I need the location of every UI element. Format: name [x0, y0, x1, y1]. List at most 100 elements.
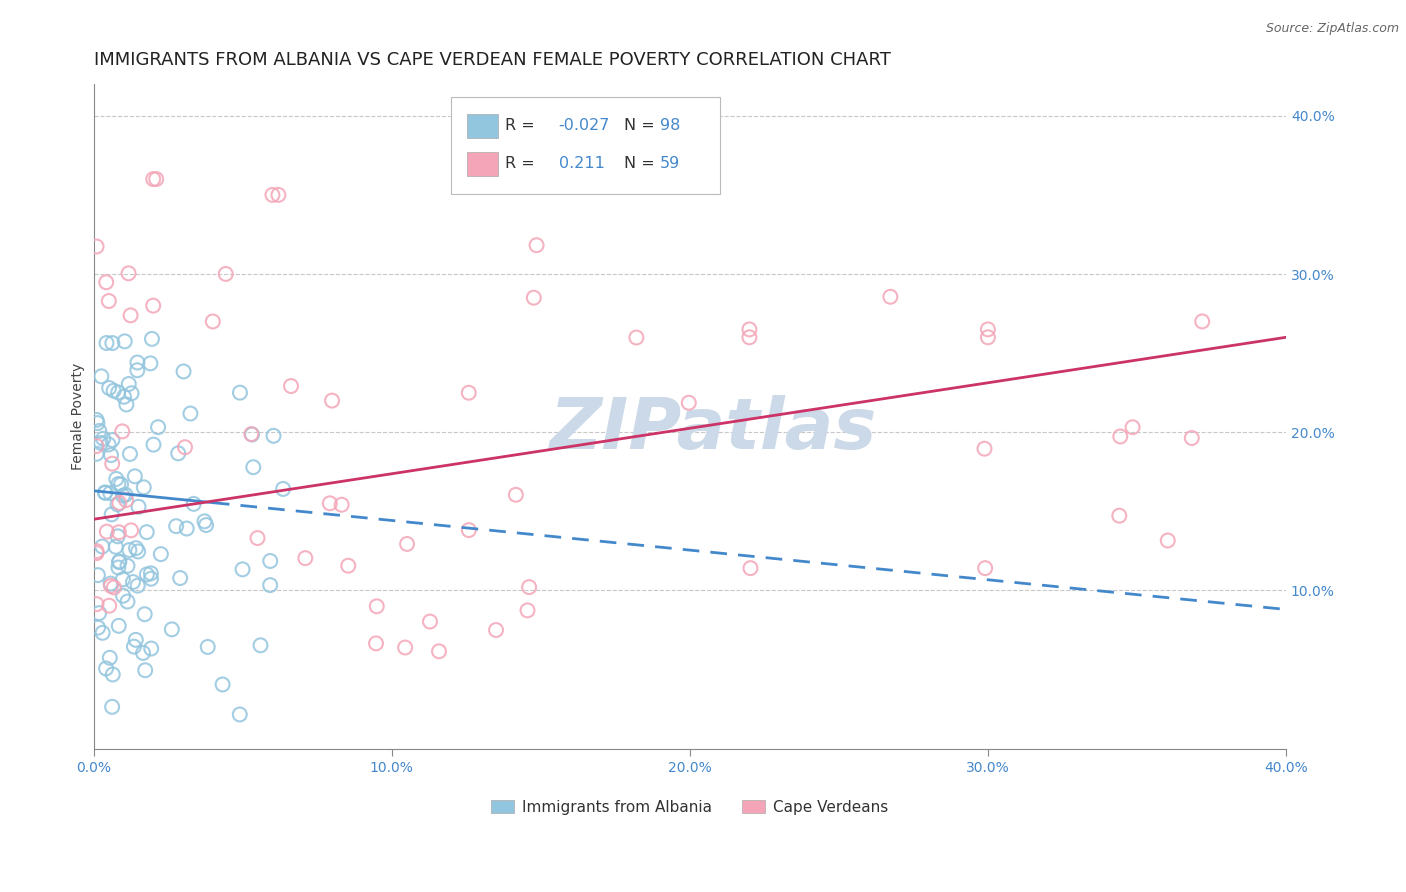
Point [127, 579, 149, 593]
Point [195, 518, 218, 533]
Point [98, 599, 121, 613]
Point [977, 330, 1000, 344]
Point [211, 677, 233, 691]
Text: -0.027: -0.027 [558, 119, 610, 134]
Point [523, 291, 546, 305]
Point [505, 488, 527, 502]
Point [337, 558, 360, 573]
Point [86, 447, 108, 461]
Point [91, 432, 114, 446]
Point [197, 640, 219, 654]
Point [90, 436, 112, 450]
Point [97, 293, 120, 308]
Point [86, 544, 108, 558]
Point [280, 379, 302, 393]
Point [457, 523, 479, 537]
Text: 59: 59 [659, 156, 681, 171]
Point [100, 576, 122, 591]
Point [419, 615, 441, 629]
Point [115, 397, 138, 411]
Point [1122, 420, 1144, 434]
Point [262, 187, 284, 202]
Point [96, 275, 118, 289]
Point [86, 413, 108, 427]
Point [100, 448, 122, 462]
Point [120, 524, 142, 538]
Point [98, 381, 121, 395]
Point [107, 560, 129, 574]
Point [100, 579, 122, 593]
Point [124, 469, 146, 483]
Point [396, 537, 419, 551]
Point [139, 572, 162, 586]
Point [1109, 429, 1132, 443]
FancyBboxPatch shape [467, 152, 498, 176]
Point [94, 485, 117, 500]
Point [86, 239, 108, 253]
Point [193, 514, 215, 528]
Point [294, 551, 316, 566]
Point [517, 580, 540, 594]
Point [125, 632, 148, 647]
Point [366, 599, 388, 614]
Point [201, 314, 224, 328]
Point [108, 496, 131, 510]
Point [101, 457, 124, 471]
Point [107, 385, 129, 400]
Point [267, 187, 290, 202]
Point [142, 437, 165, 451]
Point [169, 571, 191, 585]
Point [259, 554, 281, 568]
Text: 0.211: 0.211 [558, 156, 605, 171]
Point [179, 407, 201, 421]
Point [142, 172, 165, 186]
Point [86, 439, 108, 453]
Point [457, 385, 479, 400]
Point [107, 529, 129, 543]
Point [165, 519, 187, 533]
Point [330, 498, 353, 512]
Y-axis label: Female Poverty: Female Poverty [72, 363, 86, 470]
Point [91, 625, 114, 640]
Point [973, 442, 995, 456]
Point [141, 332, 163, 346]
Point [108, 554, 131, 568]
Point [738, 330, 761, 344]
Point [87, 606, 110, 620]
Point [740, 561, 762, 575]
Point [104, 540, 127, 554]
Point [122, 640, 145, 654]
Point [135, 525, 157, 540]
Point [107, 497, 129, 511]
Point [526, 238, 548, 252]
Point [86, 416, 108, 430]
Point [149, 547, 172, 561]
Point [145, 172, 167, 186]
Point [114, 488, 136, 502]
Point [263, 429, 285, 443]
Point [103, 384, 125, 398]
Text: Source: ZipAtlas.com: Source: ZipAtlas.com [1265, 22, 1399, 36]
FancyBboxPatch shape [467, 114, 498, 138]
Point [167, 446, 190, 460]
Point [1108, 508, 1130, 523]
Point [108, 525, 131, 540]
Point [259, 578, 281, 592]
Point [111, 572, 134, 586]
Point [1181, 431, 1204, 445]
Point [101, 667, 124, 681]
Point [516, 603, 538, 617]
Point [100, 508, 122, 522]
Point [1191, 314, 1213, 328]
Point [86, 546, 108, 560]
Point [1157, 533, 1180, 548]
Point [111, 489, 134, 503]
Point [240, 427, 263, 442]
Point [215, 267, 238, 281]
Point [96, 524, 118, 539]
Point [89, 424, 111, 438]
Point [90, 369, 112, 384]
Point [103, 581, 125, 595]
Point [101, 699, 124, 714]
Point [127, 544, 149, 558]
